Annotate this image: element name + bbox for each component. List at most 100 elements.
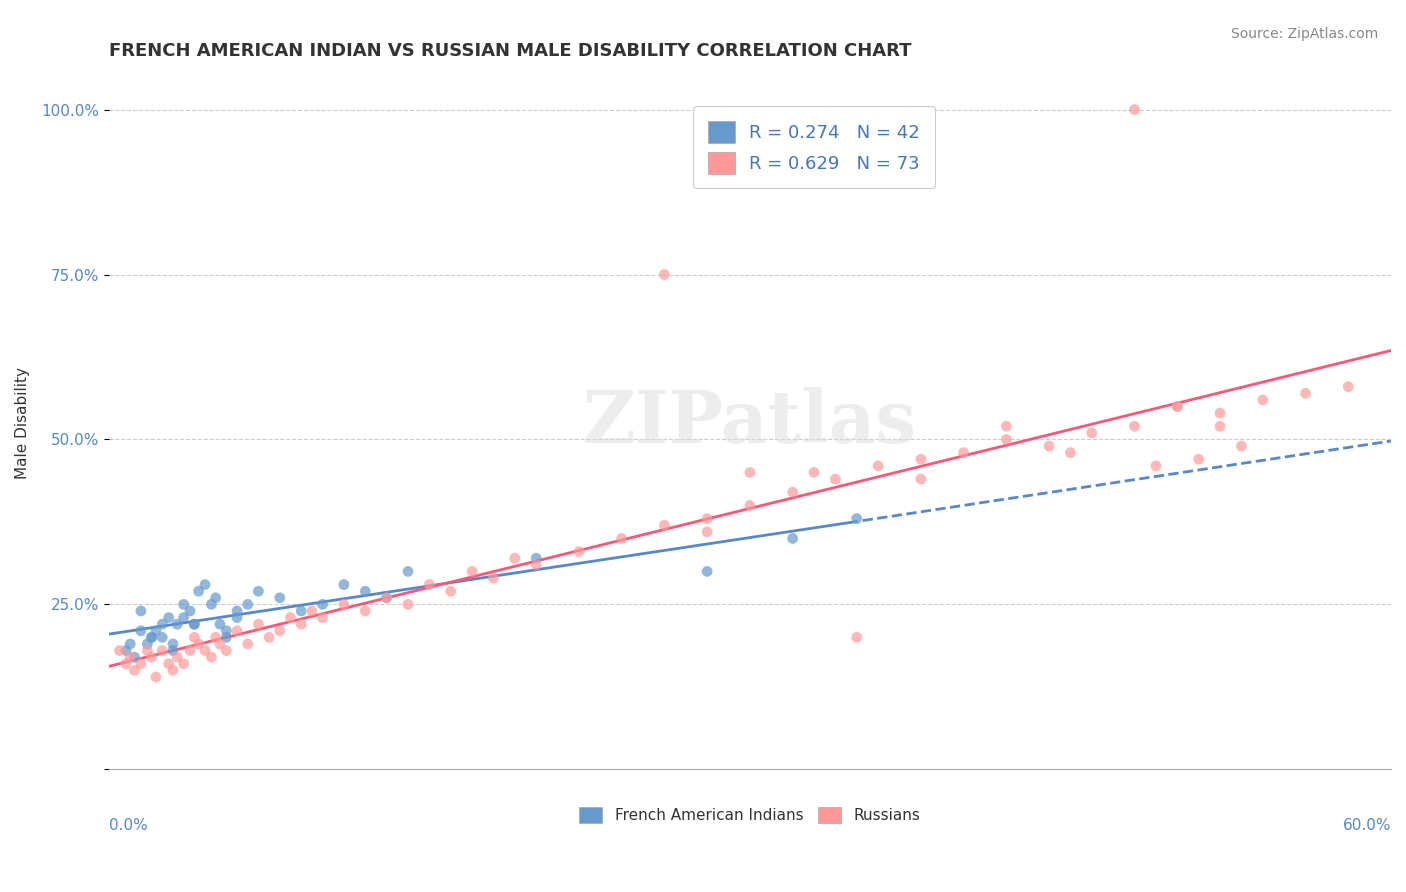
Point bbox=[1166, 400, 1188, 414]
Point bbox=[524, 551, 547, 566]
Point bbox=[845, 631, 868, 645]
Point bbox=[124, 664, 146, 678]
Y-axis label: Male Disability: Male Disability bbox=[15, 367, 30, 479]
Point bbox=[179, 643, 201, 657]
Point bbox=[141, 650, 163, 665]
Point bbox=[654, 518, 676, 533]
Point bbox=[1059, 445, 1081, 459]
Text: Source: ZipAtlas.com: Source: ZipAtlas.com bbox=[1230, 27, 1378, 41]
Point bbox=[204, 591, 226, 605]
Point bbox=[187, 637, 209, 651]
Point bbox=[129, 604, 152, 618]
Point bbox=[782, 485, 804, 500]
Point bbox=[179, 604, 201, 618]
Point bbox=[236, 637, 259, 651]
Point bbox=[333, 598, 356, 612]
Point bbox=[418, 577, 440, 591]
Point bbox=[301, 604, 323, 618]
Point bbox=[208, 637, 231, 651]
Point bbox=[503, 551, 526, 566]
Point bbox=[226, 610, 249, 624]
Point bbox=[290, 617, 312, 632]
Point bbox=[194, 577, 217, 591]
Point bbox=[654, 268, 676, 282]
Point bbox=[226, 624, 249, 638]
Point bbox=[1081, 425, 1104, 440]
Point bbox=[568, 544, 591, 558]
Point bbox=[200, 598, 222, 612]
Point bbox=[173, 598, 195, 612]
Point bbox=[610, 532, 633, 546]
Point bbox=[333, 577, 356, 591]
Point bbox=[396, 565, 419, 579]
Point bbox=[215, 643, 238, 657]
Text: 60.0%: 60.0% bbox=[1343, 818, 1391, 833]
Point bbox=[696, 524, 718, 539]
Point bbox=[354, 604, 377, 618]
Point bbox=[995, 419, 1018, 434]
Point bbox=[236, 598, 259, 612]
Point bbox=[141, 631, 163, 645]
Point bbox=[208, 617, 231, 632]
Text: ZIPatlas: ZIPatlas bbox=[583, 387, 917, 458]
Point bbox=[696, 565, 718, 579]
Point bbox=[150, 643, 173, 657]
Point bbox=[375, 591, 398, 605]
Point bbox=[247, 617, 270, 632]
Point bbox=[1038, 439, 1060, 453]
Point bbox=[824, 472, 846, 486]
Point bbox=[120, 637, 142, 651]
Point bbox=[738, 499, 761, 513]
Point bbox=[524, 558, 547, 572]
Point bbox=[1123, 419, 1146, 434]
Point bbox=[257, 631, 280, 645]
Point bbox=[1209, 419, 1232, 434]
Point bbox=[183, 617, 205, 632]
Point bbox=[803, 466, 825, 480]
Point bbox=[845, 511, 868, 525]
Point bbox=[1209, 406, 1232, 420]
Point bbox=[136, 643, 159, 657]
Point bbox=[183, 631, 205, 645]
Point bbox=[129, 624, 152, 638]
Point bbox=[200, 650, 222, 665]
Point bbox=[162, 643, 184, 657]
Point bbox=[269, 624, 291, 638]
Point bbox=[1251, 392, 1274, 407]
Point bbox=[204, 631, 226, 645]
Point bbox=[311, 598, 333, 612]
Point bbox=[396, 598, 419, 612]
Point bbox=[952, 445, 974, 459]
Point bbox=[1295, 386, 1317, 401]
Point bbox=[440, 584, 463, 599]
Point bbox=[1144, 458, 1167, 473]
Point bbox=[173, 657, 195, 671]
Point bbox=[150, 631, 173, 645]
Point bbox=[166, 617, 188, 632]
Point bbox=[145, 670, 167, 684]
Point bbox=[375, 591, 398, 605]
Point bbox=[1166, 400, 1188, 414]
Point bbox=[157, 610, 180, 624]
Point bbox=[120, 650, 142, 665]
Point bbox=[1123, 103, 1146, 117]
Text: FRENCH AMERICAN INDIAN VS RUSSIAN MALE DISABILITY CORRELATION CHART: FRENCH AMERICAN INDIAN VS RUSSIAN MALE D… bbox=[108, 42, 911, 60]
Point bbox=[280, 610, 302, 624]
Point bbox=[141, 631, 163, 645]
Point bbox=[868, 458, 890, 473]
Point bbox=[1337, 379, 1360, 393]
Point bbox=[187, 584, 209, 599]
Point bbox=[910, 452, 932, 467]
Point bbox=[782, 532, 804, 546]
Point bbox=[247, 584, 270, 599]
Point bbox=[482, 571, 505, 585]
Point bbox=[461, 565, 484, 579]
Point bbox=[194, 643, 217, 657]
Point bbox=[162, 664, 184, 678]
Point bbox=[166, 650, 188, 665]
Point bbox=[173, 610, 195, 624]
Point bbox=[269, 591, 291, 605]
Point bbox=[150, 617, 173, 632]
Point bbox=[354, 584, 377, 599]
Text: 0.0%: 0.0% bbox=[108, 818, 148, 833]
